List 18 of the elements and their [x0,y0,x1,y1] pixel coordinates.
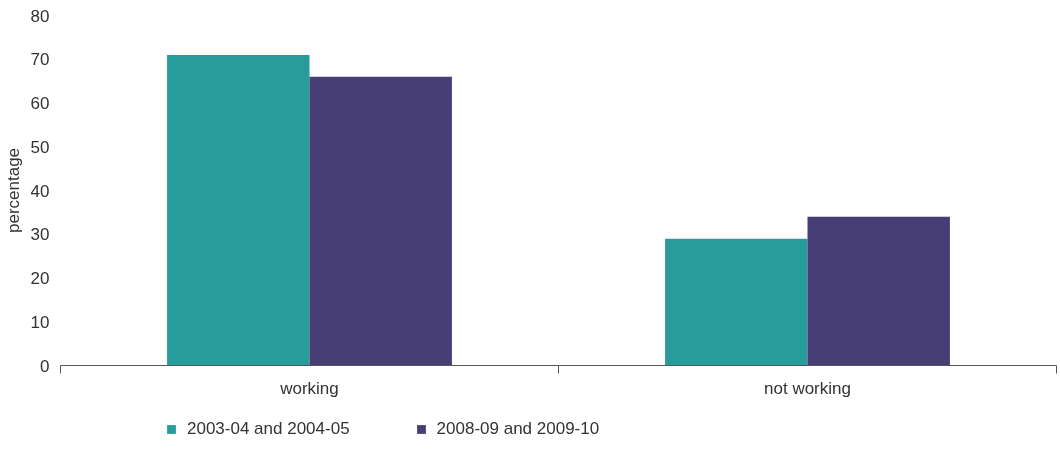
y-tick-label: 80 [30,6,50,26]
y-tick-label: 10 [30,312,50,332]
y-tick-label: 50 [30,137,50,157]
x-tick-label: working [279,378,339,398]
y-tick-label: 20 [30,269,50,288]
y-axis-title: percentage [3,147,23,234]
bar [665,238,808,366]
legend-label: 2008-09 and 2009-10 [436,419,600,439]
y-tick-label: 70 [30,50,50,70]
y-tick-label: 0 [40,356,50,376]
bar [167,54,310,366]
x-tick-label: not working [764,378,851,398]
bar [309,76,452,366]
legend-label: 2003-04 and 2004-05 [187,419,350,439]
y-tick-label: 30 [30,225,50,245]
y-tick-label: 60 [30,94,50,113]
bar [807,216,950,366]
y-tick-label: 40 [30,181,50,201]
